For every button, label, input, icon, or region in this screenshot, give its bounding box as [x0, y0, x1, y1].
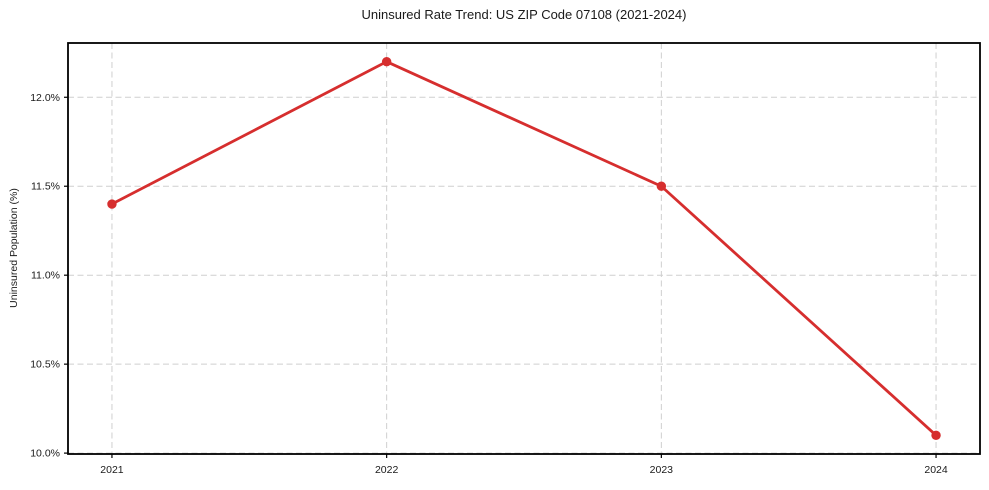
y-tick-label: 11.5% — [31, 181, 60, 193]
trend-line — [110, 60, 938, 437]
y-tick-label: 10.0% — [30, 448, 60, 460]
data-point-marker — [107, 199, 117, 209]
data-point-marker — [656, 181, 667, 191]
y-tick-label: 11.0% — [31, 270, 60, 282]
x-tick-label: 2023 — [650, 464, 674, 476]
axes-frame — [67, 42, 981, 455]
x-tick-label: 2024 — [924, 464, 948, 476]
chart-title: Uninsured Rate Trend: US ZIP Code 07108 … — [361, 7, 687, 22]
data-point-marker — [931, 430, 941, 441]
x-tick-label: 2021 — [100, 464, 124, 476]
data-point-marker — [381, 56, 392, 67]
y-tick-label: 10.5% — [30, 359, 60, 371]
y-tick-label: 12.0% — [30, 92, 60, 104]
x-tick-label: 2022 — [375, 464, 399, 476]
